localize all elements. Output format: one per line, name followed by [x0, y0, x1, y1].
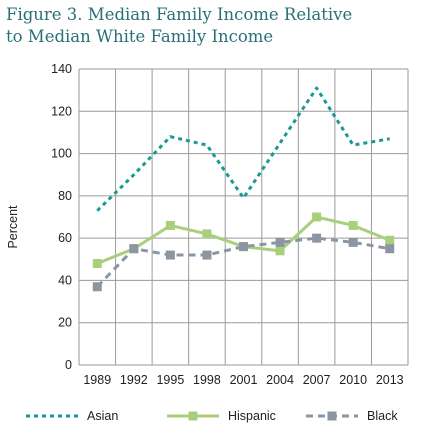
legend-marker-hispanic — [188, 411, 198, 421]
axes: 0 20 40 60 80 100 120 140 1989 1992 1995 1998 2001 20… — [6, 62, 404, 387]
chart-title-line-1: Figure 3. Median Family Income Relative — [6, 5, 353, 24]
data-point-hispanic — [348, 220, 358, 230]
legend-marker-black — [327, 411, 337, 421]
series-line-black — [96, 236, 390, 288]
legend: Asian Hispanic Black — [26, 409, 398, 423]
data-point-black — [348, 237, 358, 247]
data-point-hispanic — [275, 246, 285, 256]
data-point-black — [92, 282, 102, 292]
series-lines — [92, 86, 395, 292]
gridlines — [78, 68, 409, 366]
data-point-hispanic — [385, 235, 395, 245]
data-point-hispanic — [92, 259, 102, 269]
data-point-black — [165, 250, 175, 260]
x-tick-label: 2001 — [230, 373, 258, 387]
y-tick-label: 80 — [58, 189, 72, 203]
y-axis-title: Percent — [6, 205, 20, 249]
x-tick-label: 2013 — [376, 373, 404, 387]
legend-label-black: Black — [367, 409, 398, 423]
data-point-black — [275, 237, 285, 247]
series-line-asian — [96, 86, 390, 212]
y-tick-label: 40 — [58, 273, 72, 287]
data-point-black — [385, 244, 395, 254]
chart-title: Figure 3. Median Family Income Relative … — [6, 4, 416, 48]
y-tick-label: 140 — [51, 62, 72, 76]
y-tick-label: 20 — [58, 316, 72, 330]
data-point-black — [239, 242, 248, 252]
y-tick-label: 0 — [65, 358, 72, 372]
x-tick-label: 2007 — [303, 373, 331, 387]
x-tick-label: 1998 — [193, 373, 221, 387]
x-tick-label: 2004 — [266, 373, 294, 387]
x-tick-label: 1995 — [156, 373, 184, 387]
x-tick-label: 1989 — [83, 373, 111, 387]
x-tick-label: 1992 — [120, 373, 148, 387]
legend-label-asian: Asian — [87, 409, 118, 423]
y-tick-label: 100 — [51, 147, 72, 161]
chart-title-line-2: to Median White Family Income — [6, 27, 274, 46]
y-tick-label: 60 — [58, 231, 72, 245]
x-tick-label: 2010 — [339, 373, 367, 387]
data-point-hispanic — [312, 212, 322, 222]
data-point-hispanic — [202, 229, 212, 239]
y-tick-label: 120 — [51, 104, 72, 118]
data-point-black — [312, 233, 322, 243]
data-point-hispanic — [165, 220, 175, 230]
legend-label-hispanic: Hispanic — [228, 409, 276, 423]
data-point-black — [202, 250, 212, 260]
data-point-black — [129, 244, 139, 254]
